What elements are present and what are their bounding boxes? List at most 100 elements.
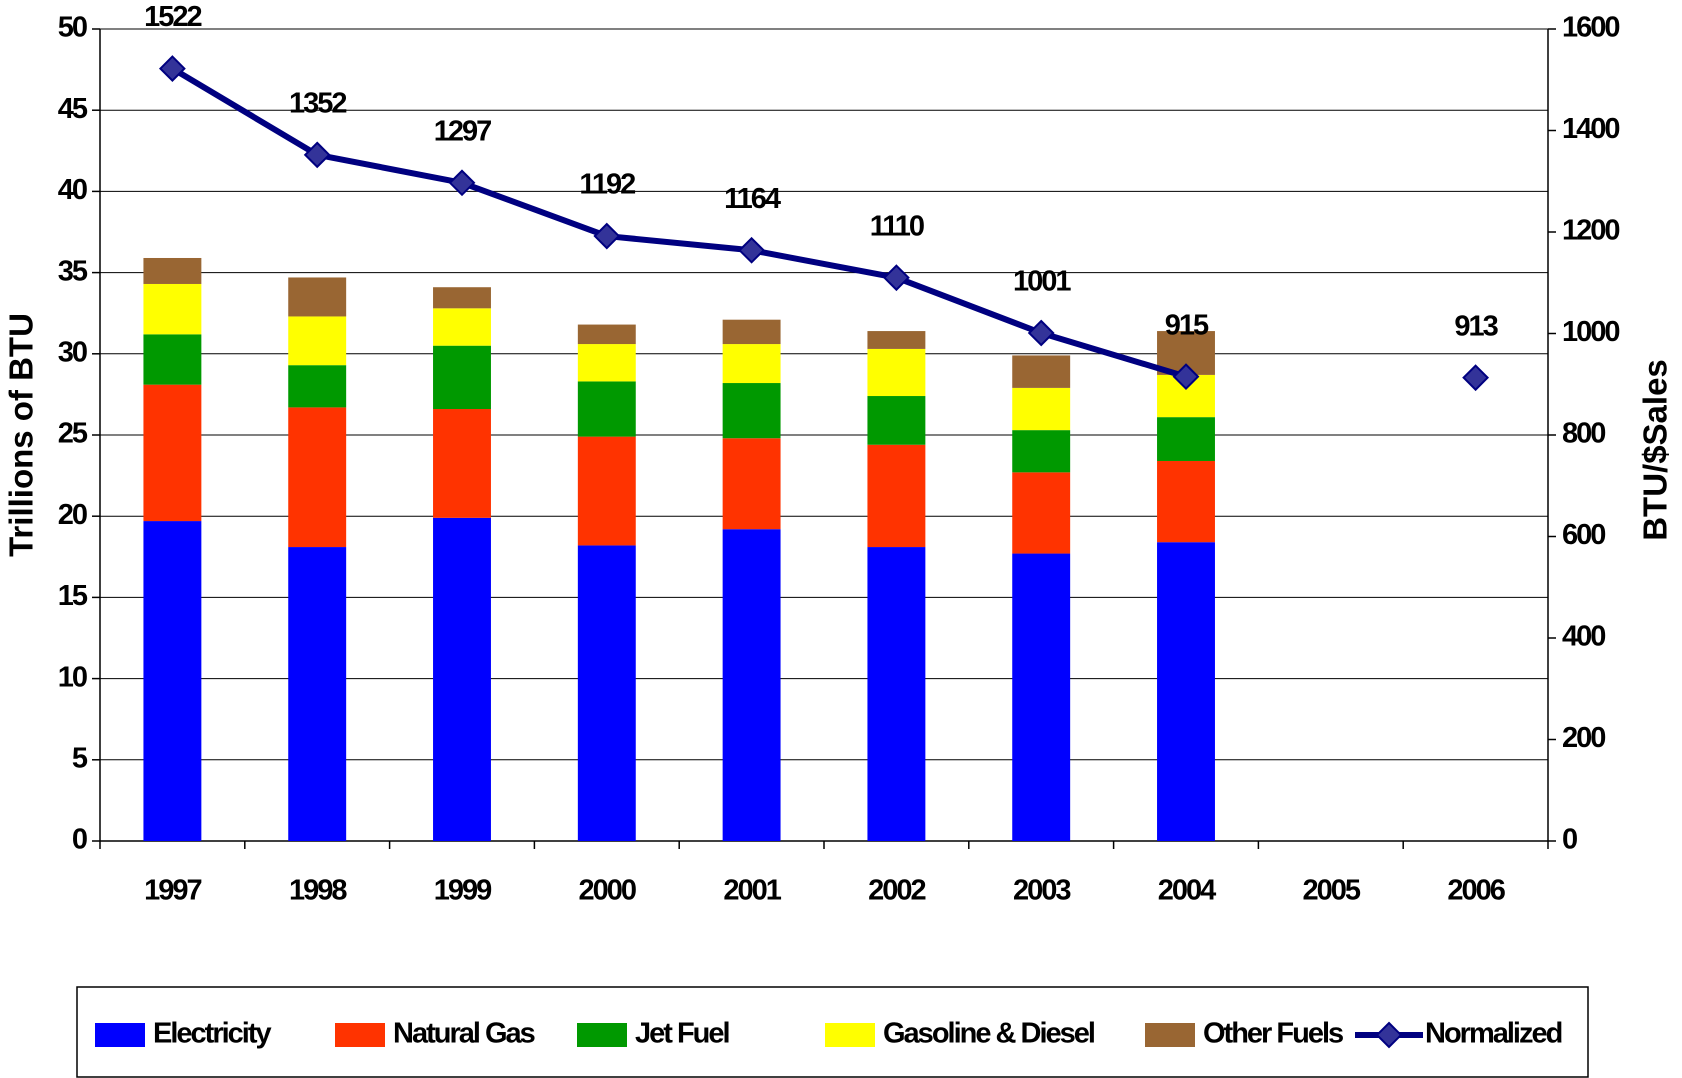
y2-tick-label: 200 xyxy=(1562,722,1605,754)
data-label: 1110 xyxy=(870,210,924,242)
marker xyxy=(303,141,331,169)
bar-segment xyxy=(722,319,781,345)
y2-tick-label: 800 xyxy=(1562,418,1605,450)
bar-segment xyxy=(1012,355,1071,388)
y-tick-label: 30 xyxy=(58,336,87,368)
bar-segment xyxy=(143,384,202,522)
bar-segment xyxy=(143,257,202,284)
bar-segment xyxy=(433,287,491,309)
bar-segment xyxy=(577,381,636,437)
y2-tick-label: 400 xyxy=(1562,621,1605,653)
bar-segment xyxy=(143,521,202,841)
bar-segment xyxy=(867,444,926,548)
marker xyxy=(593,222,621,250)
bar-segment xyxy=(867,331,926,349)
bar-segment xyxy=(1157,542,1215,841)
y2-tick-label: 600 xyxy=(1562,519,1605,551)
marker xyxy=(448,169,476,197)
y-tick-label: 45 xyxy=(58,93,88,125)
x-tick-label: 2004 xyxy=(1158,875,1216,907)
legend-swatch xyxy=(335,1023,385,1047)
legend-marker xyxy=(1375,1021,1403,1049)
bar-segment xyxy=(722,344,781,384)
bar-segment xyxy=(722,438,781,530)
bar-segment xyxy=(577,545,636,841)
bar-segment xyxy=(1012,430,1071,473)
data-label: 1297 xyxy=(434,115,491,147)
x-tick-label: 2000 xyxy=(579,875,636,907)
bar-segment xyxy=(867,547,926,841)
bar-segment xyxy=(1157,417,1215,461)
legend-swatch xyxy=(1145,1023,1195,1047)
bar-segment xyxy=(722,383,781,439)
legend-label: Jet Fuel xyxy=(635,1018,729,1050)
y-tick-label: 15 xyxy=(58,580,88,612)
x-tick-label: 1998 xyxy=(289,875,347,907)
line xyxy=(172,69,1475,378)
x-tick-label: 2001 xyxy=(723,875,781,907)
bar-segment xyxy=(288,365,347,408)
marker xyxy=(1027,319,1055,347)
y-tick-label: 20 xyxy=(58,499,87,531)
y-tick-label: 50 xyxy=(58,12,87,44)
bar-segment xyxy=(577,436,636,546)
y2-tick-label: 1000 xyxy=(1562,316,1619,348)
x-tick-label: 2006 xyxy=(1447,875,1505,907)
legend-label: Electricity xyxy=(153,1018,271,1050)
y-tick-label: 5 xyxy=(72,742,88,774)
bar-segment xyxy=(722,529,781,841)
x-tick-label: 2002 xyxy=(868,875,925,907)
legend-label: Normalized xyxy=(1425,1018,1562,1050)
bar-segment xyxy=(433,409,491,518)
marker xyxy=(738,236,766,264)
bar-segment xyxy=(577,344,636,382)
legend-swatch xyxy=(577,1023,627,1047)
legend-label: Other Fuels xyxy=(1203,1018,1343,1050)
data-label: 1192 xyxy=(579,169,635,201)
legend-label: Natural Gas xyxy=(393,1018,535,1050)
y2-tick-label: 0 xyxy=(1562,824,1577,856)
bar-segment xyxy=(143,334,202,385)
legend-box xyxy=(76,986,1589,1078)
bar-segment xyxy=(433,345,491,410)
y-tick-label: 0 xyxy=(72,824,87,856)
x-tick-label: 1997 xyxy=(144,875,201,907)
bar-segment xyxy=(867,396,926,445)
marker xyxy=(158,55,186,82)
y-axis-label: Trillions of BTU xyxy=(3,313,40,557)
y-tick-label: 10 xyxy=(58,661,87,693)
y2-tick-label: 1200 xyxy=(1562,215,1619,247)
bar-segment xyxy=(288,407,347,548)
bar-segment xyxy=(433,517,491,841)
data-label: 1001 xyxy=(1013,266,1071,298)
bar-segment xyxy=(288,277,347,317)
y2-tick-label: 1400 xyxy=(1562,113,1619,145)
legend-label: Gasoline & Diesel xyxy=(883,1018,1094,1050)
y2-axis-label: BTU/$Sales xyxy=(1637,359,1674,541)
data-label: 1352 xyxy=(289,88,346,120)
data-label: 1522 xyxy=(144,1,201,33)
marker xyxy=(882,264,910,292)
bar-segment xyxy=(1012,387,1071,431)
x-tick-label: 1999 xyxy=(434,875,492,907)
y2-tick-label: 1600 xyxy=(1562,12,1619,44)
legend-swatch xyxy=(825,1023,875,1047)
bar-segment xyxy=(433,308,491,346)
marker xyxy=(1462,364,1490,392)
y-tick-label: 35 xyxy=(58,255,88,287)
y-tick-label: 40 xyxy=(58,174,87,206)
data-label: 915 xyxy=(1165,309,1209,341)
bar-segment xyxy=(1157,460,1215,543)
data-label: 1164 xyxy=(724,183,781,215)
marker xyxy=(1172,363,1200,391)
bar-segment xyxy=(867,348,926,397)
bar-segment xyxy=(288,316,347,366)
data-label: 913 xyxy=(1454,310,1498,342)
y-tick-label: 25 xyxy=(58,418,88,450)
legend-swatch xyxy=(95,1023,145,1047)
bar-segment xyxy=(143,283,202,335)
x-tick-label: 2003 xyxy=(1013,875,1071,907)
bar-segment xyxy=(577,324,636,345)
x-tick-label: 2005 xyxy=(1303,875,1361,907)
